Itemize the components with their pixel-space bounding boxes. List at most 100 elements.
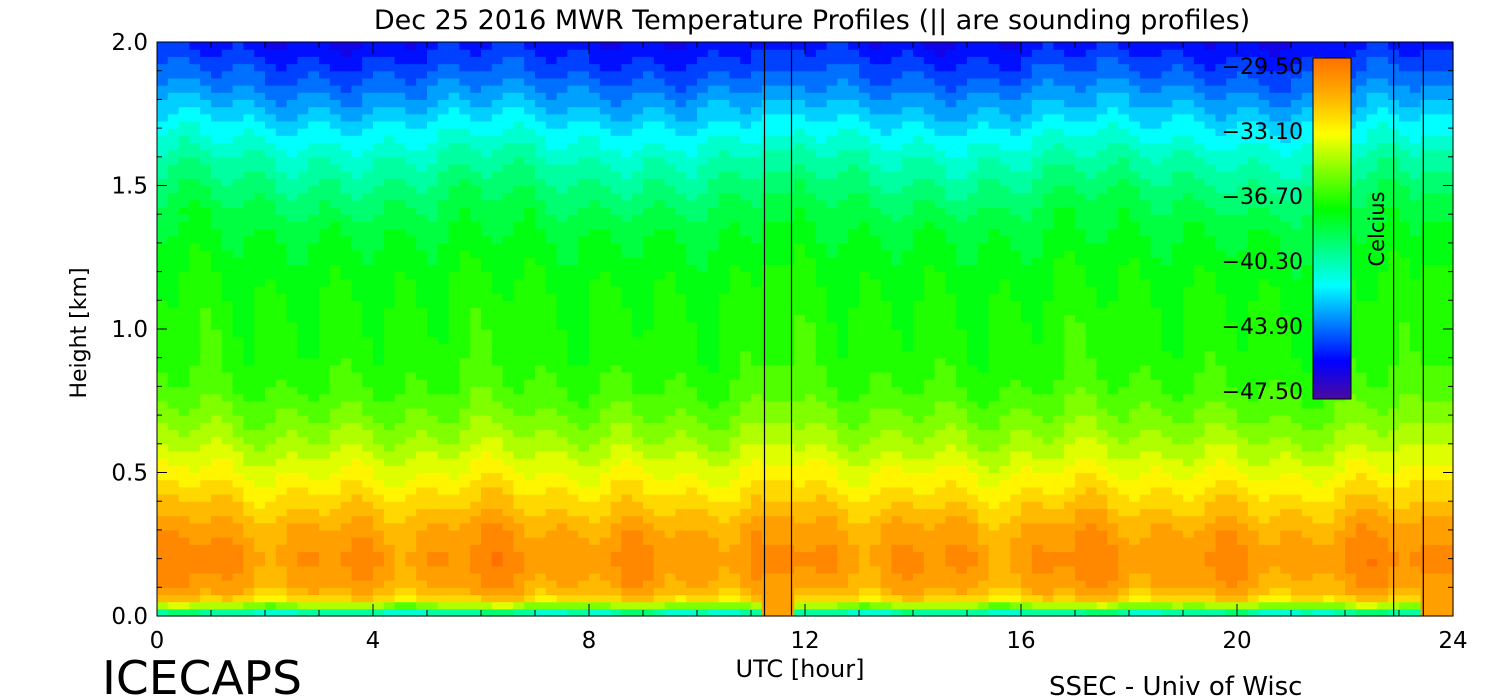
heatmap-cell	[675, 407, 687, 416]
heatmap-cell	[686, 63, 698, 72]
heatmap-cell	[286, 522, 298, 531]
heatmap-cell	[643, 321, 655, 330]
heatmap-cell	[351, 250, 363, 258]
heatmap-cell	[373, 199, 385, 208]
heatmap-cell	[599, 142, 612, 151]
heatmap-cell	[211, 293, 223, 301]
heatmap-cell	[167, 228, 180, 237]
heatmap-cell	[308, 415, 320, 423]
heatmap-cell	[805, 300, 817, 309]
heatmap-cell	[340, 379, 352, 387]
heatmap-cell	[707, 300, 720, 309]
heatmap-cell	[308, 544, 320, 553]
heatmap-cell	[265, 486, 277, 495]
heatmap-cell	[362, 113, 374, 122]
heatmap-cell	[653, 494, 666, 502]
heatmap-cell	[632, 350, 644, 359]
heatmap-cell	[653, 443, 666, 452]
heatmap-cell	[567, 336, 579, 344]
heatmap-cell	[157, 572, 169, 581]
heatmap-cell	[610, 106, 622, 115]
heatmap-cell	[632, 228, 644, 237]
heatmap-cell	[394, 242, 406, 251]
heatmap-cell	[254, 185, 266, 194]
heatmap-cell	[340, 171, 352, 179]
heatmap-cell	[513, 436, 525, 445]
heatmap-cell	[319, 465, 331, 474]
heatmap-cell	[189, 551, 201, 560]
heatmap-cell	[535, 99, 547, 108]
heatmap-cell	[329, 450, 342, 459]
heatmap-cell	[308, 608, 320, 617]
heatmap-cell	[232, 85, 244, 93]
heatmap-cell	[524, 171, 536, 179]
heatmap-cell	[589, 558, 601, 567]
heatmap-cell	[286, 192, 298, 201]
heatmap-cell	[589, 386, 601, 395]
heatmap-cell	[556, 343, 568, 352]
heatmap-cell	[481, 235, 493, 244]
heatmap-cell	[589, 221, 601, 230]
heatmap-cell	[794, 293, 806, 301]
heatmap-cell	[200, 120, 212, 129]
heatmap-cell	[286, 135, 298, 144]
heatmap-cell	[437, 343, 450, 352]
heatmap-cell	[286, 415, 298, 423]
heatmap-cell	[394, 307, 406, 316]
heatmap-cell	[232, 329, 244, 337]
heatmap-cell	[340, 587, 352, 596]
heatmap-cell	[394, 113, 406, 122]
heatmap-cell	[686, 472, 698, 481]
heatmap-cell	[567, 357, 579, 366]
heatmap-cell	[405, 522, 417, 531]
heatmap-cell	[470, 601, 482, 610]
heatmap-cell	[232, 142, 244, 151]
heatmap-cell	[481, 393, 493, 402]
heatmap-cell	[578, 608, 590, 617]
heatmap-cell	[697, 70, 709, 79]
heatmap-cell	[340, 120, 352, 129]
heatmap-cell	[448, 128, 460, 136]
heatmap-cell	[308, 307, 320, 316]
heatmap-cell	[308, 572, 320, 581]
heatmap-cell	[707, 443, 720, 452]
heatmap-cell	[545, 501, 558, 509]
heatmap-cell	[437, 185, 450, 194]
heatmap-cell	[718, 407, 730, 416]
heatmap-cell	[729, 77, 741, 86]
heatmap-cell	[675, 580, 687, 588]
heatmap-cell	[416, 386, 428, 395]
heatmap-cell	[211, 443, 223, 452]
heatmap-cell	[373, 529, 385, 538]
heatmap-cell	[664, 214, 676, 222]
heatmap-cell	[502, 572, 514, 581]
heatmap-cell	[200, 486, 212, 495]
heatmap-cell	[373, 544, 385, 553]
heatmap-cell	[437, 458, 450, 466]
heatmap-cell	[297, 350, 309, 359]
heatmap-cell	[567, 494, 579, 502]
heatmap-cell	[772, 372, 784, 380]
heatmap-cell	[707, 77, 720, 86]
heatmap-cell	[513, 558, 525, 567]
heatmap-cell	[761, 515, 774, 524]
heatmap-cell	[221, 465, 234, 474]
heatmap-cell	[221, 508, 234, 517]
heatmap-cell	[621, 364, 633, 373]
heatmap-cell	[794, 285, 806, 294]
heatmap-cell	[578, 135, 590, 144]
heatmap-cell	[513, 329, 525, 337]
heatmap-cell	[578, 214, 590, 222]
heatmap-cell	[275, 572, 288, 581]
heatmap-cell	[297, 372, 309, 380]
heatmap-cell	[740, 300, 752, 309]
heatmap-cell	[578, 429, 590, 438]
heatmap-cell	[783, 422, 795, 431]
heatmap-cell	[761, 207, 774, 215]
heatmap-cell	[351, 429, 363, 438]
heatmap-cell	[265, 307, 277, 316]
heatmap-cell	[286, 537, 298, 545]
heatmap-cell	[319, 472, 331, 481]
heatmap-cell	[545, 580, 558, 588]
heatmap-cell	[535, 580, 547, 588]
